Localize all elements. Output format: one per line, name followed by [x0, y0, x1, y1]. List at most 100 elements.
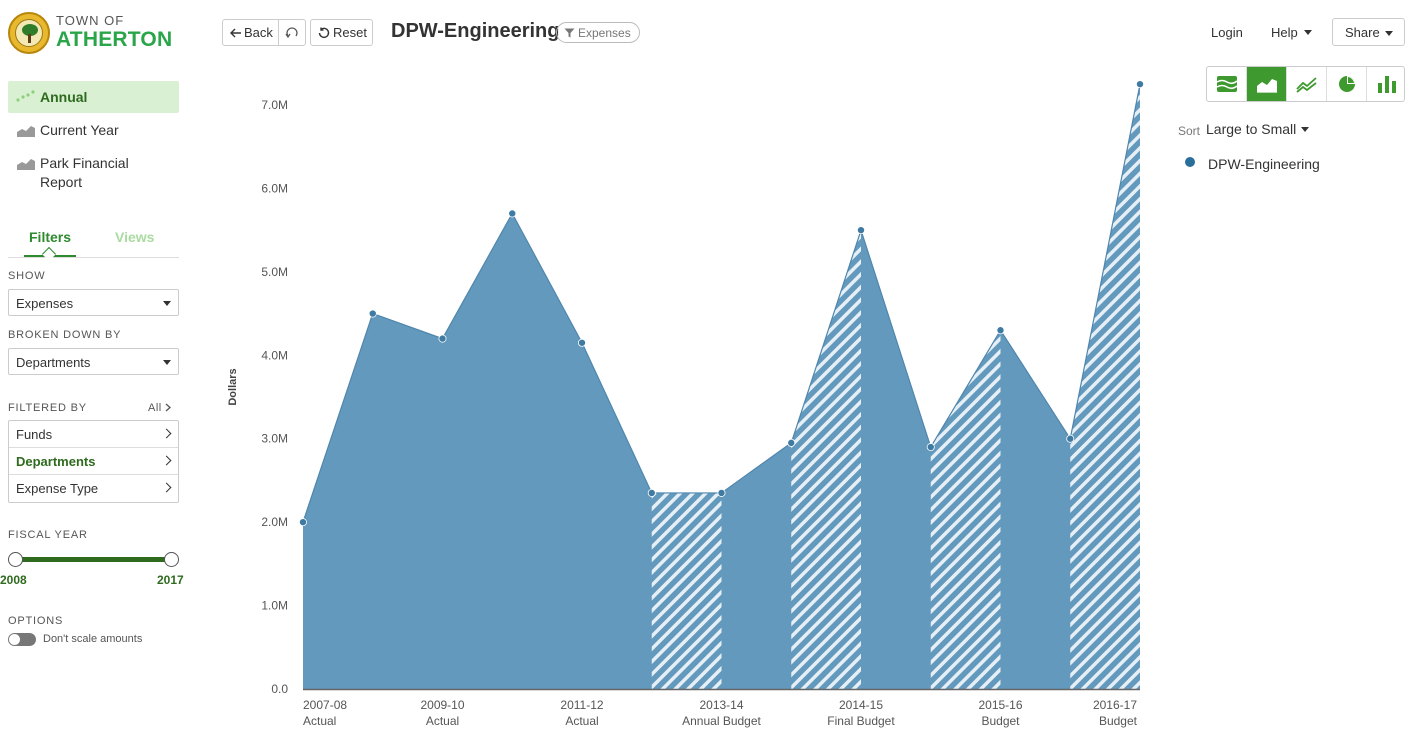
data-point[interactable]: [1066, 434, 1075, 443]
legend-item-dpw-engineering[interactable]: DPW-Engineering: [1208, 156, 1320, 172]
broken-down-by-select[interactable]: Departments: [8, 348, 179, 375]
login-link[interactable]: Login: [1211, 25, 1243, 40]
filtered-by-all-link[interactable]: All: [148, 402, 172, 414]
arrow-left-icon: [230, 28, 241, 38]
share-button[interactable]: Share: [1332, 18, 1405, 46]
sort-label: Sort: [1178, 124, 1201, 138]
filter-pill[interactable]: Expenses: [556, 22, 640, 43]
caret-down-icon: [1385, 31, 1393, 36]
chart-type-stacked-area[interactable]: [1207, 67, 1247, 101]
area-chart-icon: [16, 157, 36, 174]
y-tick-label: 2.0M: [261, 515, 288, 529]
data-point[interactable]: [438, 334, 447, 343]
budget-segment-hatch: [1070, 84, 1140, 689]
data-point[interactable]: [298, 518, 307, 527]
y-tick-label: 7.0M: [261, 98, 288, 112]
y-axis-title: Dollars: [227, 368, 239, 405]
undo-button[interactable]: [278, 19, 306, 46]
sort-dropdown[interactable]: Large to Small: [1206, 121, 1310, 137]
fiscal-year-start-handle[interactable]: [8, 552, 23, 567]
area-chart-icon: [16, 124, 36, 141]
show-label: SHOW: [8, 270, 46, 282]
town-logo[interactable]: TOWN OF ATHERTON: [8, 12, 188, 56]
nav-item-current-year[interactable]: Current Year: [8, 120, 179, 142]
fiscal-year-end-handle[interactable]: [164, 552, 179, 567]
filter-pill-label: Expenses: [578, 26, 631, 40]
town-seal-icon: [8, 12, 50, 54]
undo-icon: [285, 27, 298, 39]
dotted-trend-icon: [16, 89, 36, 106]
data-point[interactable]: [996, 326, 1005, 335]
data-point[interactable]: [368, 309, 377, 318]
nav-item-label: Park Financial Report: [40, 155, 129, 190]
back-button[interactable]: Back: [222, 19, 279, 46]
tab-filters[interactable]: Filters: [29, 229, 72, 245]
chart-type-bar[interactable]: [1367, 67, 1407, 101]
data-point[interactable]: [647, 488, 656, 497]
area-chart-icon: [1257, 79, 1277, 93]
x-tick-sublabel: Actual: [426, 714, 459, 728]
fiscal-year-start: 2008: [0, 573, 27, 587]
data-point[interactable]: [717, 488, 726, 497]
filter-departments[interactable]: Departments: [9, 448, 178, 475]
all-link-label: All: [148, 402, 162, 414]
dont-scale-label: Don't scale amounts: [43, 633, 143, 645]
line-chart-icon: [1296, 77, 1317, 93]
filter-funnel-icon: [564, 28, 575, 38]
filter-expense-type[interactable]: Expense Type: [9, 475, 178, 502]
data-point[interactable]: [857, 226, 866, 235]
filter-list: Funds Departments Expense Type: [8, 420, 179, 503]
page-title: DPW-Engineering: [391, 20, 560, 42]
sidebar-tabs: Filters Views: [8, 226, 179, 262]
y-tick-label: 1.0M: [261, 599, 288, 613]
data-point[interactable]: [508, 209, 517, 218]
help-menu[interactable]: Help: [1271, 25, 1312, 40]
caret-down-icon: [1303, 30, 1312, 35]
filter-funds[interactable]: Funds: [9, 421, 178, 448]
nav-item-annual[interactable]: Annual: [8, 81, 179, 113]
nav-item-park-financial-report[interactable]: Park Financial Report: [8, 153, 179, 193]
filter-label: Funds: [16, 427, 53, 442]
x-tick-sublabel: Final Budget: [827, 714, 895, 728]
tab-views[interactable]: Views: [115, 229, 155, 245]
nav-item-label: Annual: [40, 89, 88, 105]
x-tick-sublabel: Budget: [981, 714, 1020, 728]
y-tick-label: 0.0: [271, 682, 288, 696]
stacked-area-icon: [1216, 76, 1238, 92]
logo-line1: TOWN OF: [56, 13, 125, 28]
chart-type-area[interactable]: [1247, 67, 1287, 101]
fiscal-year-slider-track[interactable]: [16, 557, 171, 562]
filter-label: Departments: [16, 454, 96, 469]
x-tick-sublabel: Budget: [1099, 714, 1138, 728]
legend-swatch: [1185, 157, 1195, 167]
x-tick-label: 2007-08: [303, 698, 347, 712]
x-tick-label: 2013-14: [699, 698, 743, 712]
data-point[interactable]: [578, 338, 587, 347]
dont-scale-toggle[interactable]: [8, 633, 36, 646]
chart-type-switcher: [1206, 66, 1405, 102]
chart-type-line[interactable]: [1287, 67, 1327, 101]
x-tick-sublabel: Actual: [303, 714, 336, 728]
reset-icon: [318, 27, 330, 39]
show-select-value: Expenses: [16, 296, 74, 311]
caret-down-icon: [163, 360, 171, 365]
x-tick-label: 2009-10: [420, 698, 464, 712]
help-label: Help: [1271, 25, 1298, 40]
y-tick-label: 3.0M: [261, 432, 288, 446]
chevron-right-icon: [165, 403, 172, 412]
chart-type-pie[interactable]: [1327, 67, 1367, 101]
bar-chart-icon: [1378, 76, 1396, 93]
y-tick-label: 6.0M: [261, 181, 288, 195]
sort-value: Large to Small: [1206, 121, 1297, 137]
caret-down-icon: [163, 301, 171, 306]
caret-down-icon: [1301, 127, 1310, 132]
x-tick-label: 2016-17: [1093, 698, 1137, 712]
pie-chart-icon: [1339, 76, 1355, 92]
data-point[interactable]: [787, 438, 796, 447]
data-point[interactable]: [926, 443, 935, 452]
show-select[interactable]: Expenses: [8, 289, 179, 316]
data-point[interactable]: [1136, 80, 1145, 89]
reset-button[interactable]: Reset: [310, 19, 373, 46]
budget-segment-hatch: [651, 492, 722, 689]
x-tick-sublabel: Annual Budget: [682, 714, 761, 728]
